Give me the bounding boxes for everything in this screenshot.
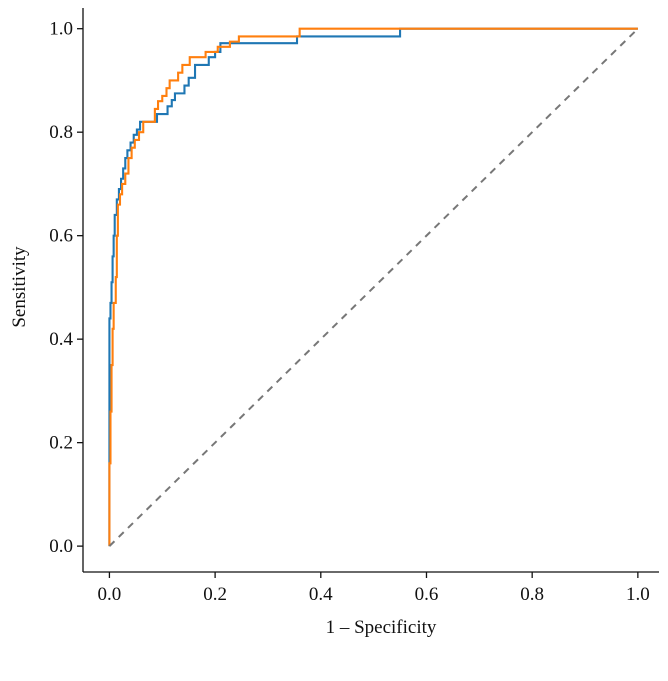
x-tick-label: 0.4 <box>309 584 333 605</box>
roc-curve-orange <box>108 27 638 547</box>
y-tick-label: 0.2 <box>49 433 73 454</box>
x-axis-title: 1 – Specificity <box>326 617 437 638</box>
x-tick-label: 0.2 <box>203 584 227 605</box>
x-tick-label: 0.8 <box>520 584 544 605</box>
plot-area <box>108 27 639 547</box>
y-tick-label: 0.4 <box>49 329 73 350</box>
y-axis-ticks: 0.0 0.2 0.4 0.6 0.8 1.0 <box>49 19 83 557</box>
y-tick-label: 0.0 <box>49 536 73 557</box>
y-tick-label: 0.8 <box>49 122 73 143</box>
x-tick-label: 0.6 <box>415 584 439 605</box>
x-tick-label: 1.0 <box>626 584 650 605</box>
roc-curve-blue <box>108 27 638 547</box>
chance-diagonal-line <box>108 27 639 547</box>
x-axis-ticks: 0.0 0.2 0.4 0.6 0.8 1.0 <box>98 572 650 605</box>
y-axis-title: Sensitivity <box>9 246 30 328</box>
x-tick-label: 0.0 <box>98 584 122 605</box>
y-tick-label: 1.0 <box>49 19 73 40</box>
y-tick-label: 0.6 <box>49 226 73 247</box>
axes <box>82 8 659 573</box>
